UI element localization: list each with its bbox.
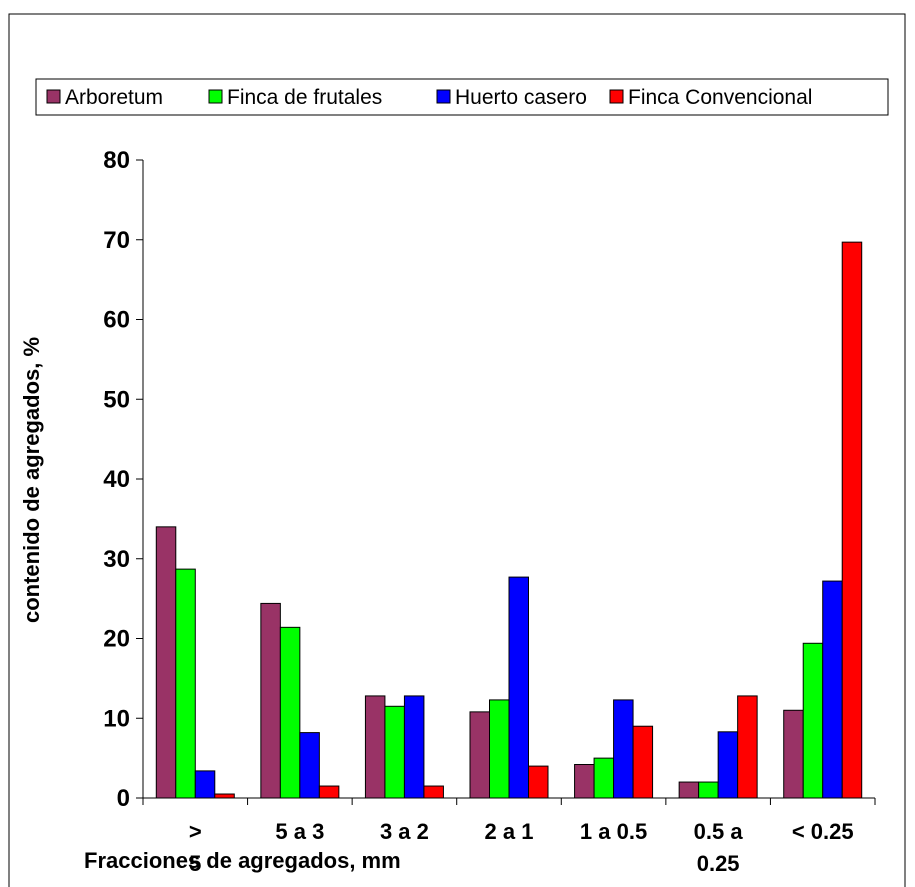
legend-swatch — [436, 89, 451, 104]
bar — [698, 781, 719, 799]
y-tick-label: 10 — [103, 705, 130, 732]
bars — [155, 241, 863, 799]
bar — [364, 695, 386, 799]
y-axis-label: contenido de agregados, % — [19, 337, 44, 623]
x-tick-label: 2 a 1 — [485, 819, 534, 844]
bar — [613, 699, 634, 799]
bar — [403, 695, 425, 799]
bar — [593, 757, 615, 799]
x-tick-label: 1 a 0.5 — [580, 819, 647, 844]
y-tick-label: 80 — [103, 147, 130, 174]
bar — [384, 705, 405, 799]
legend-label: Arboretum — [65, 86, 163, 109]
legend-swatch — [609, 89, 624, 104]
bar — [574, 764, 595, 799]
x-tick-label: 5 a 3 — [275, 819, 324, 844]
bar — [469, 711, 490, 799]
x-tick-label: 0.5 a — [694, 819, 744, 844]
legend-swatch — [208, 89, 223, 104]
legend-swatch — [46, 89, 61, 104]
x-tick-label: 5 — [189, 851, 201, 876]
bar — [423, 785, 444, 799]
x-tick-label: 3 a 2 — [380, 819, 429, 844]
x-tick-label: 0.25 — [697, 851, 740, 876]
legend: Arboretum Finca de frutales Huerto casero F… — [35, 78, 889, 116]
x-axis: >5 5 a 3 3 a 2 2 a 1 1 a 0.5 0.5 a 0.25 < 0.25 — [142, 797, 876, 876]
bar — [822, 580, 843, 799]
x-tick-label: > — [189, 819, 202, 844]
bar — [802, 642, 824, 799]
bar — [717, 731, 739, 799]
bar — [489, 699, 510, 799]
y-tick-label: 70 — [103, 227, 130, 254]
x-tick-label: < 0.25 — [792, 819, 854, 844]
bar — [279, 626, 301, 799]
y-tick-label: 30 — [103, 546, 130, 573]
y-tick-label: 50 — [103, 386, 130, 413]
bar — [194, 770, 216, 799]
bar — [678, 781, 700, 799]
bar — [783, 709, 804, 799]
bar — [175, 568, 196, 799]
bar — [841, 241, 863, 799]
legend-box — [35, 78, 889, 116]
y-tick-label: 40 — [103, 466, 130, 493]
bar — [737, 695, 758, 799]
y-tick-label: 60 — [103, 307, 130, 334]
bar — [155, 526, 177, 799]
legend-label: Huerto casero — [455, 86, 587, 109]
y-axis: 0 10 20 30 40 50 60 70 80 — [103, 147, 144, 812]
bar — [528, 765, 549, 799]
bar — [214, 793, 235, 799]
legend-label: Finca de frutales — [227, 86, 382, 109]
y-tick-label: 0 — [117, 785, 130, 812]
x-axis-label: Fracciones de agregados, mm — [84, 848, 401, 873]
bar — [299, 732, 320, 799]
bar — [632, 725, 654, 799]
bar — [318, 785, 340, 799]
legend-label: Finca Convencional — [628, 86, 812, 109]
y-tick-label: 20 — [103, 626, 130, 653]
bar — [508, 576, 529, 799]
bar — [260, 602, 281, 799]
